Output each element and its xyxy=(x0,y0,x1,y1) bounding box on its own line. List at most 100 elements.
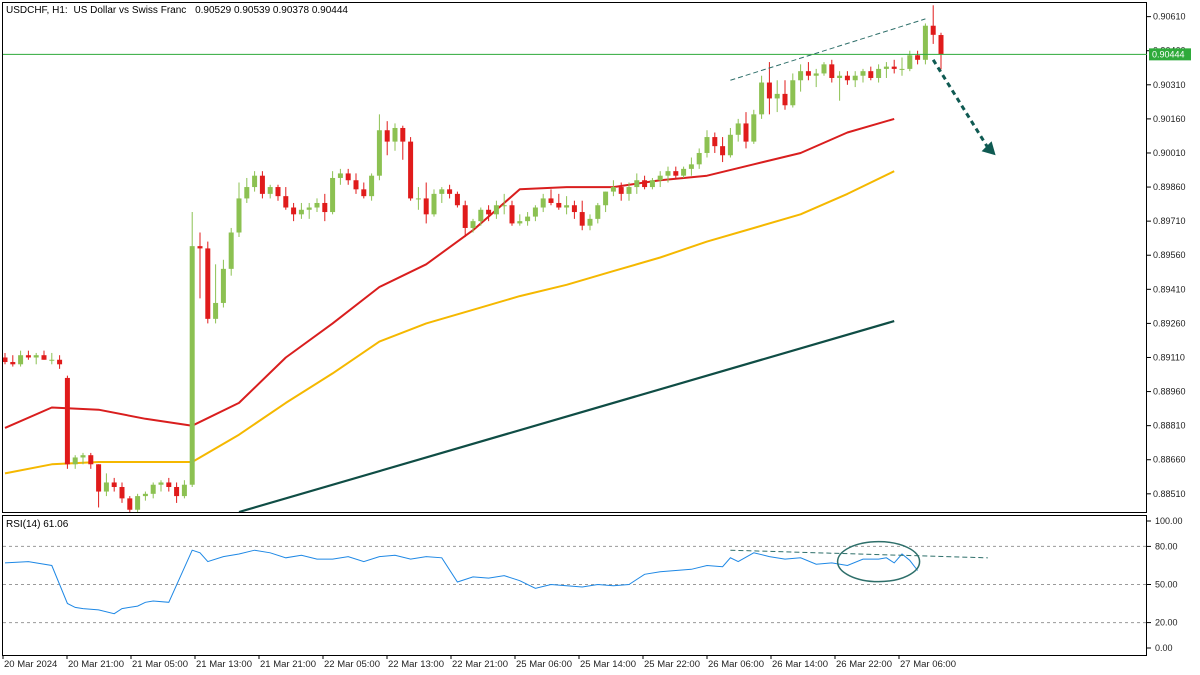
candle-bear xyxy=(174,487,180,497)
candle-bull xyxy=(727,134,733,156)
candle-bull xyxy=(735,123,741,135)
candle-bear xyxy=(571,205,577,213)
candle-bear xyxy=(64,377,70,465)
candle-bull xyxy=(220,268,226,303)
candle-bear xyxy=(88,455,94,465)
time-tick-label: 21 Mar 21:00 xyxy=(260,659,316,670)
candle-bull xyxy=(774,93,780,99)
rsi-tick-label: 20.00 xyxy=(1155,618,1178,628)
ma-fast-line xyxy=(4,117,895,429)
candle-bull xyxy=(337,173,343,178)
rsi-series: 100.00 80.00 50.00 20.00 0.00 xyxy=(3,516,1183,653)
price-panel-frame xyxy=(2,2,1147,513)
candle-bull xyxy=(525,216,531,222)
rsi-divergence-circle xyxy=(836,540,921,583)
candle-bull xyxy=(181,484,187,497)
time-tick-label: 26 Mar 22:00 xyxy=(836,659,892,670)
candle-bull xyxy=(798,71,804,81)
symbol-description: US Dollar vs Swiss Franc xyxy=(73,5,186,16)
candle-bear xyxy=(345,173,351,181)
candle-bear xyxy=(275,187,281,197)
down-arrow-shaft xyxy=(931,59,989,149)
candle-bull xyxy=(899,68,905,70)
price-tick-label: 0.88660 xyxy=(1153,455,1186,465)
candle-bull xyxy=(142,493,148,497)
candle-bear xyxy=(57,359,63,365)
candle-bull xyxy=(883,66,889,69)
time-tick-label: 20 Mar 2024 xyxy=(4,659,57,670)
chart-header: USDCHF, H1: US Dollar vs Swiss Franc 0.9… xyxy=(6,5,348,16)
candle-bull xyxy=(470,221,476,228)
candle-bear xyxy=(205,248,211,319)
candle-bear xyxy=(891,66,897,69)
candle-bull xyxy=(298,209,304,215)
candle-bull xyxy=(657,175,663,181)
candle-bull xyxy=(103,482,109,492)
candle-bull xyxy=(837,75,843,78)
candle-bull xyxy=(493,205,499,215)
candle-bull xyxy=(876,68,882,78)
candle-bull xyxy=(306,207,312,210)
candle-bull xyxy=(603,191,609,206)
candle-bear xyxy=(743,123,749,142)
candle-bull xyxy=(564,205,570,208)
candle-bull xyxy=(860,71,866,76)
candle-bull xyxy=(330,177,336,213)
candle-bear xyxy=(41,355,47,360)
candle-bear xyxy=(10,362,16,365)
price-tick-label: 0.89560 xyxy=(1153,250,1186,260)
candle-bull xyxy=(252,175,258,188)
price-tick-label: 0.89410 xyxy=(1153,284,1186,294)
candle-bull xyxy=(18,355,24,365)
candle-bull xyxy=(751,114,757,142)
candle-bull xyxy=(189,246,195,485)
candle-bull xyxy=(415,198,421,200)
candle-bull xyxy=(213,302,219,319)
candle-bear xyxy=(384,130,390,142)
rsi-tick-label: 50.00 xyxy=(1155,580,1178,590)
candle-bear xyxy=(25,355,31,358)
candle-bear xyxy=(720,146,726,156)
candle-bull xyxy=(478,209,484,222)
time-tick-label: 27 Mar 06:00 xyxy=(900,659,956,670)
candle-bear xyxy=(408,141,414,199)
candle-bull xyxy=(704,137,710,153)
candle-bear xyxy=(462,205,468,228)
candle-bull xyxy=(517,221,523,224)
time-axis: 20 Mar 2024 20 Mar 21:00 21 Mar 05:00 21 Ma… xyxy=(2,655,956,670)
candle-bear xyxy=(322,202,328,213)
price-tick-label: 0.90310 xyxy=(1153,80,1186,90)
current-price-badge xyxy=(1149,48,1191,61)
candle-bear xyxy=(805,71,811,76)
rsi-line xyxy=(4,549,918,615)
time-tick-label: 22 Mar 13:00 xyxy=(388,659,444,670)
candle-bull xyxy=(696,152,702,165)
candle-bull xyxy=(244,187,250,199)
candle-bear xyxy=(938,35,944,55)
candle-bull xyxy=(439,189,445,194)
candle-bull xyxy=(228,232,234,269)
candle-bear xyxy=(868,71,874,78)
price-tick-label: 0.90160 xyxy=(1153,114,1186,124)
candle-bull xyxy=(813,73,819,76)
candle-bull xyxy=(595,205,601,219)
candle-bear xyxy=(353,180,359,190)
candle-bull xyxy=(314,202,320,208)
time-tick-label: 26 Mar 06:00 xyxy=(708,659,764,670)
rsi-tick-label: 0.00 xyxy=(1155,643,1173,653)
candle-bear xyxy=(454,193,460,206)
candle-bear xyxy=(915,55,921,60)
candle-bull xyxy=(392,127,398,142)
down-arrow-head xyxy=(981,141,996,156)
candle-bull xyxy=(688,164,694,169)
candle-bear xyxy=(283,196,289,208)
candle-bull xyxy=(431,193,437,215)
candle-bull xyxy=(922,25,928,60)
candle-bear xyxy=(579,212,585,226)
candle-bull xyxy=(681,168,687,176)
candle-bull xyxy=(634,180,640,188)
time-tick-label: 20 Mar 21:00 xyxy=(68,659,124,670)
candle-bull xyxy=(80,455,86,458)
candle-bear xyxy=(423,198,429,215)
price-tick-label: 0.88510 xyxy=(1153,489,1186,499)
